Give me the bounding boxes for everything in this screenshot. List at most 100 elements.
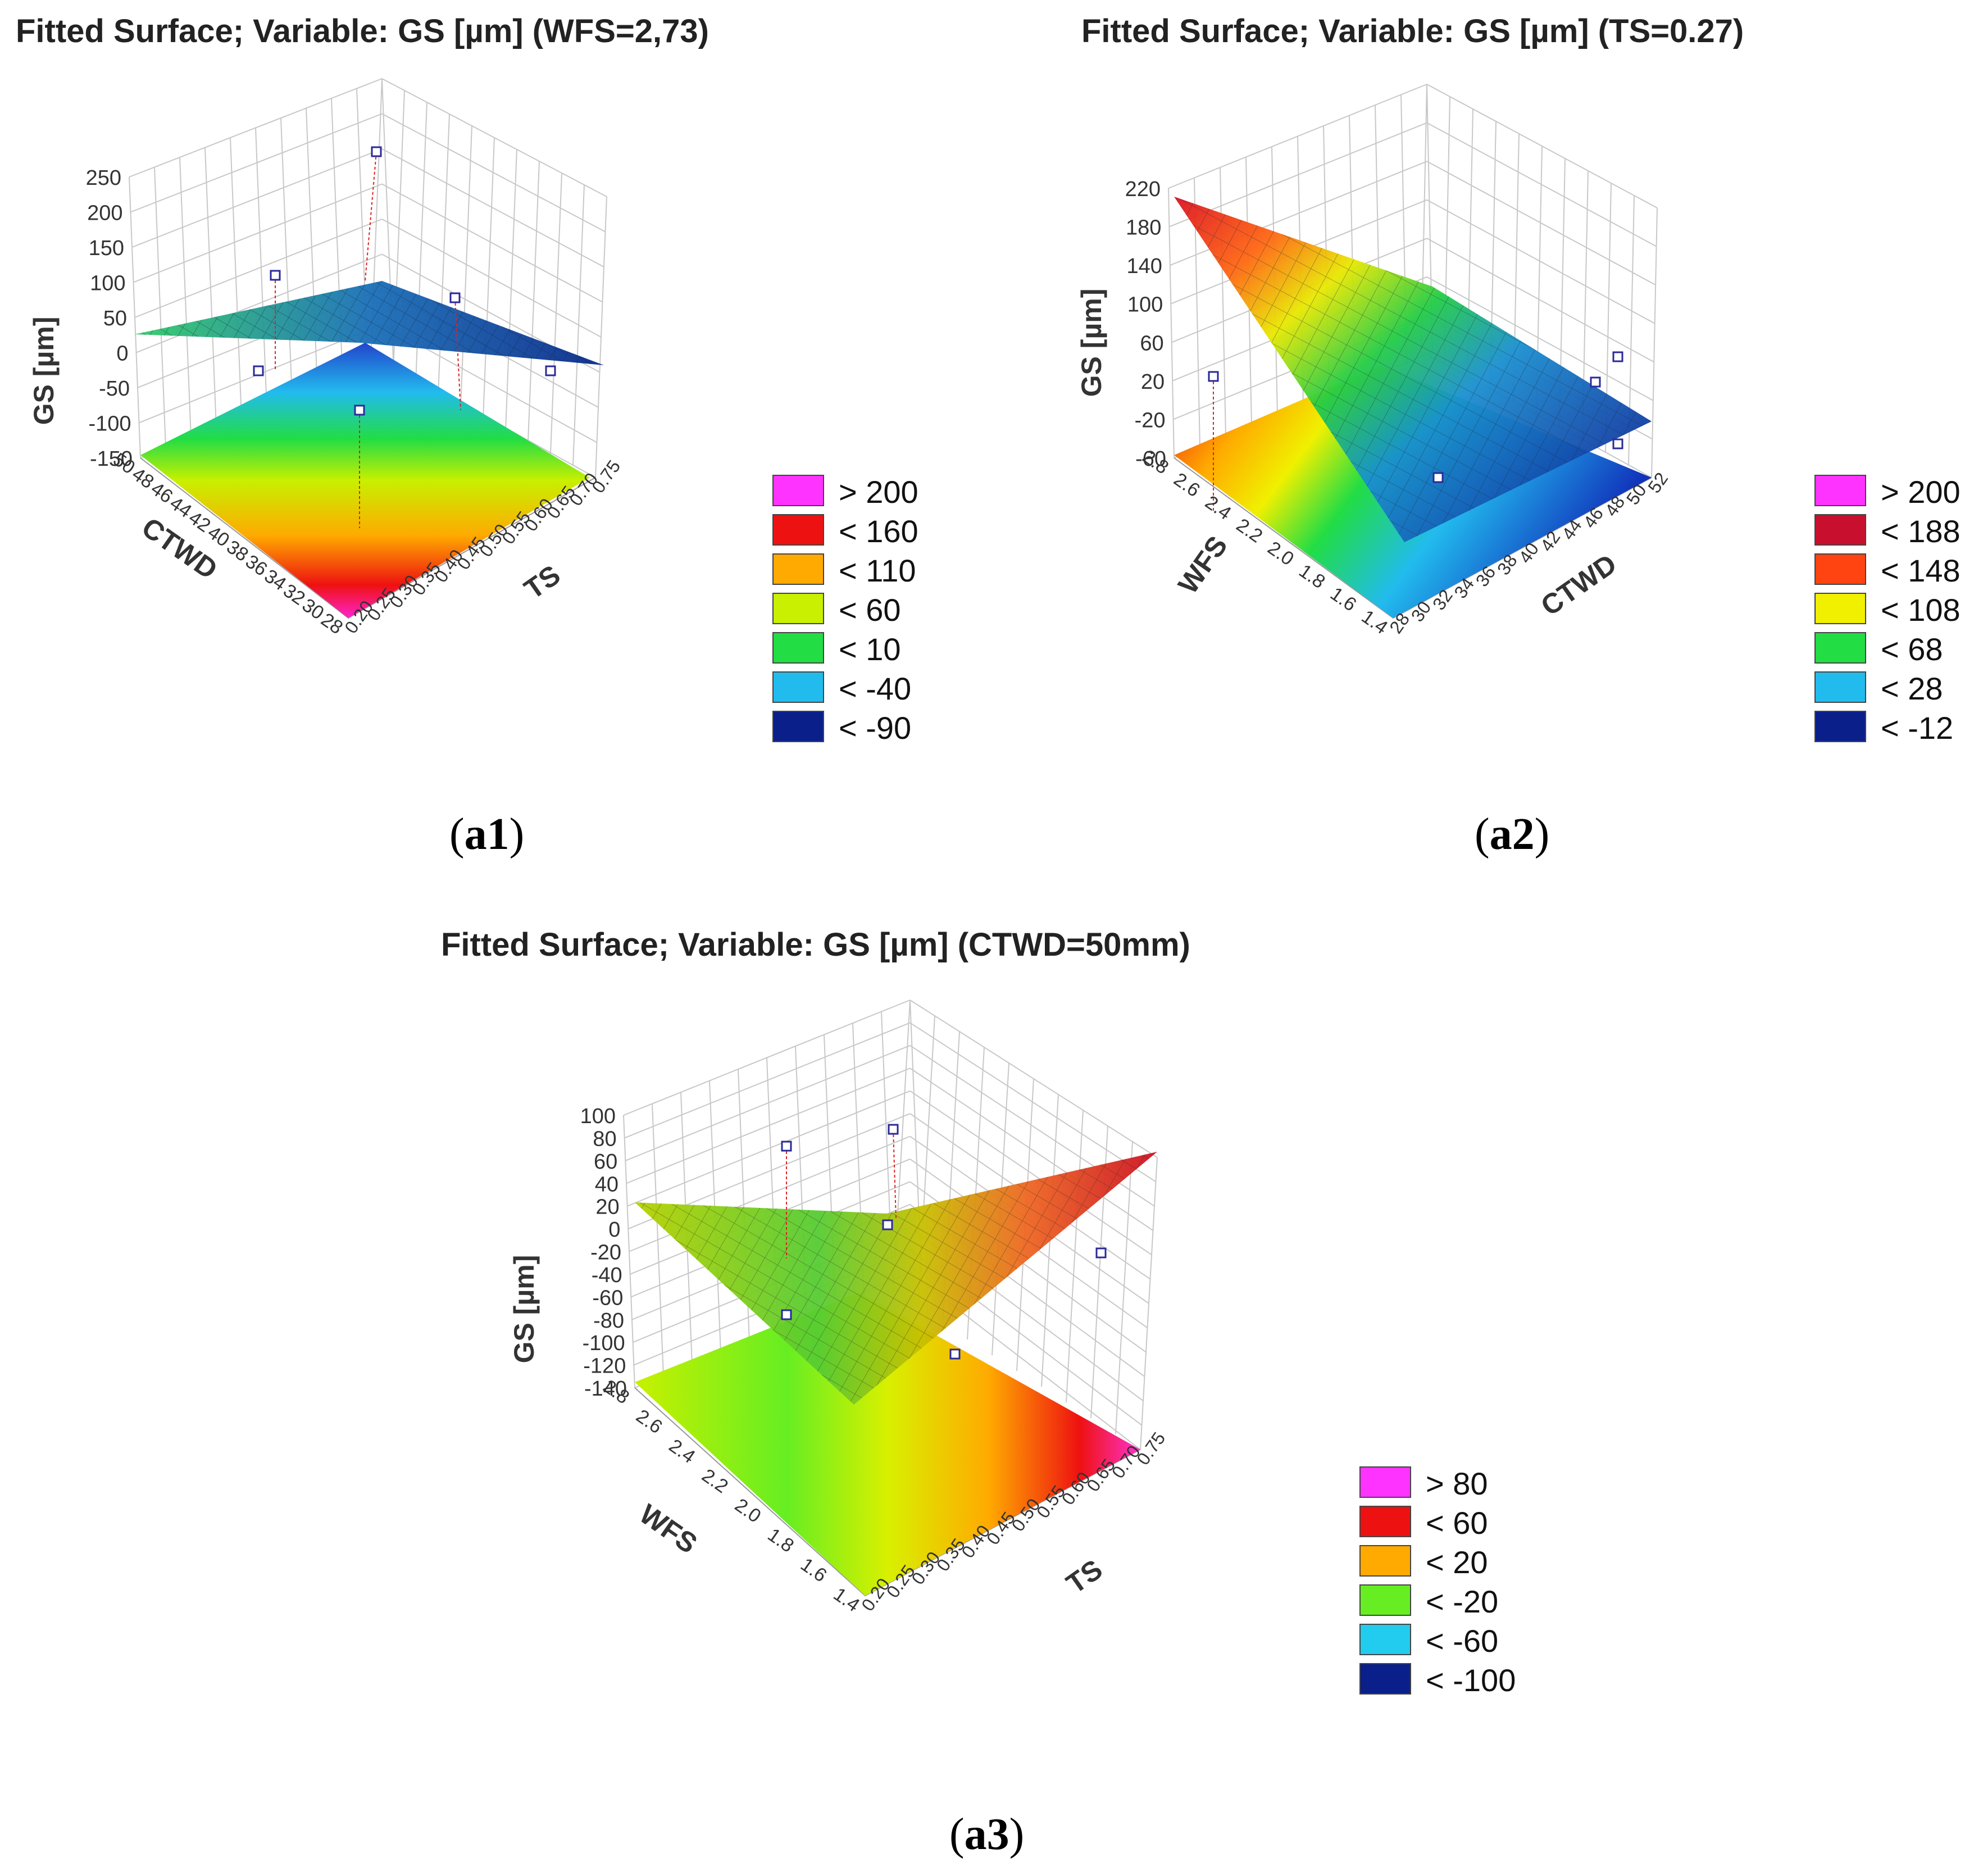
observed-point bbox=[1208, 371, 1219, 382]
legend-label: > 200 bbox=[839, 474, 918, 510]
legend-label: < 10 bbox=[839, 632, 901, 667]
legend-label: > 80 bbox=[1426, 1466, 1488, 1501]
grid-line bbox=[1140, 1157, 1158, 1450]
legend-item: > 200 bbox=[1814, 474, 1983, 510]
grid-line bbox=[1220, 167, 1226, 438]
legend-label: < -12 bbox=[1881, 710, 1954, 746]
legend-item: < 68 bbox=[1814, 632, 1983, 667]
observed-point bbox=[1095, 1247, 1107, 1259]
grid-line bbox=[1426, 276, 1654, 401]
grid-line bbox=[909, 1068, 1154, 1231]
z-tick-label: 250 bbox=[86, 166, 121, 190]
z-tick-label: -120 bbox=[583, 1355, 626, 1378]
grid-line bbox=[129, 176, 141, 458]
legend-swatch bbox=[772, 593, 824, 624]
legend-item: < 28 bbox=[1814, 671, 1983, 706]
z-tick-label: 20 bbox=[1141, 370, 1165, 394]
legend-label: < 60 bbox=[1426, 1505, 1488, 1541]
legend-swatch bbox=[1359, 1584, 1411, 1616]
legend-swatch bbox=[1814, 632, 1866, 664]
legend-label: < 148 bbox=[1881, 553, 1961, 588]
z-tick-label: 0 bbox=[608, 1218, 620, 1242]
z-tick-label: -20 bbox=[590, 1241, 621, 1265]
grid-line bbox=[505, 149, 517, 431]
y-tick-label: 2.6 bbox=[632, 1405, 666, 1438]
legend-item: < -60 bbox=[1359, 1623, 1595, 1659]
legend-swatch bbox=[1814, 514, 1866, 546]
z-tick-label: 220 bbox=[1125, 178, 1161, 201]
z-tick-label: 0 bbox=[116, 342, 128, 366]
observed-point bbox=[781, 1309, 792, 1320]
legend-swatch bbox=[772, 671, 824, 703]
legend-label: < 110 bbox=[839, 553, 916, 588]
grid-line bbox=[280, 117, 293, 399]
legend-swatch bbox=[1359, 1663, 1411, 1695]
legend-swatch bbox=[1814, 671, 1866, 703]
legend-swatch bbox=[1359, 1545, 1411, 1577]
grid-line bbox=[134, 219, 383, 318]
chart-2-plot: GS [µm] WFS CTWD 220 180 140 100 60 20 -20 -602… bbox=[1076, 84, 1672, 639]
chart-3-floor-contour bbox=[635, 1292, 1140, 1596]
z-tick-label: 100 bbox=[1127, 293, 1163, 317]
z-tick-label: 60 bbox=[1140, 331, 1163, 355]
observed-point bbox=[1612, 351, 1623, 362]
legend-item: < -12 bbox=[1814, 710, 1983, 746]
observed-point bbox=[371, 146, 382, 157]
legend-label: < -100 bbox=[1426, 1662, 1516, 1698]
z-tick-label: 140 bbox=[1126, 255, 1162, 278]
chart-3-x-label: TS bbox=[1061, 1554, 1108, 1600]
grid-line bbox=[1115, 1141, 1133, 1434]
residual-line bbox=[454, 297, 461, 411]
grid-line bbox=[133, 183, 383, 283]
legend-label: < 188 bbox=[1881, 514, 1961, 549]
legend-swatch bbox=[1359, 1466, 1411, 1498]
legend-item: > 200 bbox=[772, 474, 1008, 510]
grid-line bbox=[595, 196, 607, 478]
legend-label: < -20 bbox=[1426, 1584, 1499, 1619]
z-tick-label: 40 bbox=[595, 1173, 618, 1196]
legend-item: < 110 bbox=[772, 553, 1008, 588]
legend-item: > 80 bbox=[1359, 1466, 1595, 1501]
chart-1-title: Fitted Surface; Variable: GS [µm] (WFS=2… bbox=[16, 13, 709, 49]
legend-swatch bbox=[1814, 475, 1866, 506]
observed-point bbox=[1590, 376, 1601, 388]
grid-line bbox=[306, 108, 318, 389]
grid-line bbox=[230, 137, 242, 419]
chart-2-z-label: GS [µm] bbox=[1076, 289, 1107, 397]
legend-label: < 28 bbox=[1881, 671, 1943, 706]
observed-point bbox=[253, 365, 264, 376]
grid-line bbox=[381, 183, 603, 303]
legend-label: < 20 bbox=[1426, 1545, 1488, 1580]
grid-line bbox=[626, 1068, 911, 1184]
legend-swatch bbox=[772, 632, 824, 664]
legend-item: < 160 bbox=[772, 514, 1008, 549]
legend-item: < -20 bbox=[1359, 1584, 1595, 1619]
legend-label: < -40 bbox=[839, 671, 912, 706]
grid-line bbox=[1426, 199, 1655, 324]
residual-line bbox=[365, 151, 377, 281]
chart-3-z-label: GS [µm] bbox=[508, 1255, 540, 1364]
legend-swatch bbox=[1814, 593, 1866, 624]
grid-line bbox=[1426, 161, 1656, 286]
chart-3-y-label: WFS bbox=[634, 1498, 703, 1560]
chart-2-y-label: WFS bbox=[1172, 530, 1234, 599]
grid-line bbox=[460, 125, 472, 407]
grid-line bbox=[381, 113, 606, 233]
legend-swatch bbox=[1814, 711, 1866, 742]
legend-label: < 108 bbox=[1881, 592, 1961, 628]
z-tick-label: -50 bbox=[99, 377, 130, 401]
grid-line bbox=[483, 137, 495, 419]
legend-item: < 188 bbox=[1814, 514, 1983, 549]
grid-line bbox=[381, 219, 602, 338]
legend-item: < 108 bbox=[1814, 592, 1983, 628]
z-tick-label: -150 bbox=[90, 447, 133, 471]
y-tick-label: 2.0 bbox=[731, 1495, 765, 1527]
grid-line bbox=[204, 147, 217, 429]
grid-line bbox=[572, 184, 585, 466]
z-tick-label: 180 bbox=[1126, 216, 1161, 240]
chart-1-caption: (a1) bbox=[449, 810, 525, 859]
legend-item: < 60 bbox=[1359, 1505, 1595, 1541]
y-tick-label: 1.8 bbox=[764, 1524, 798, 1557]
legend-swatch bbox=[772, 553, 824, 585]
z-tick-label: -60 bbox=[592, 1286, 623, 1310]
